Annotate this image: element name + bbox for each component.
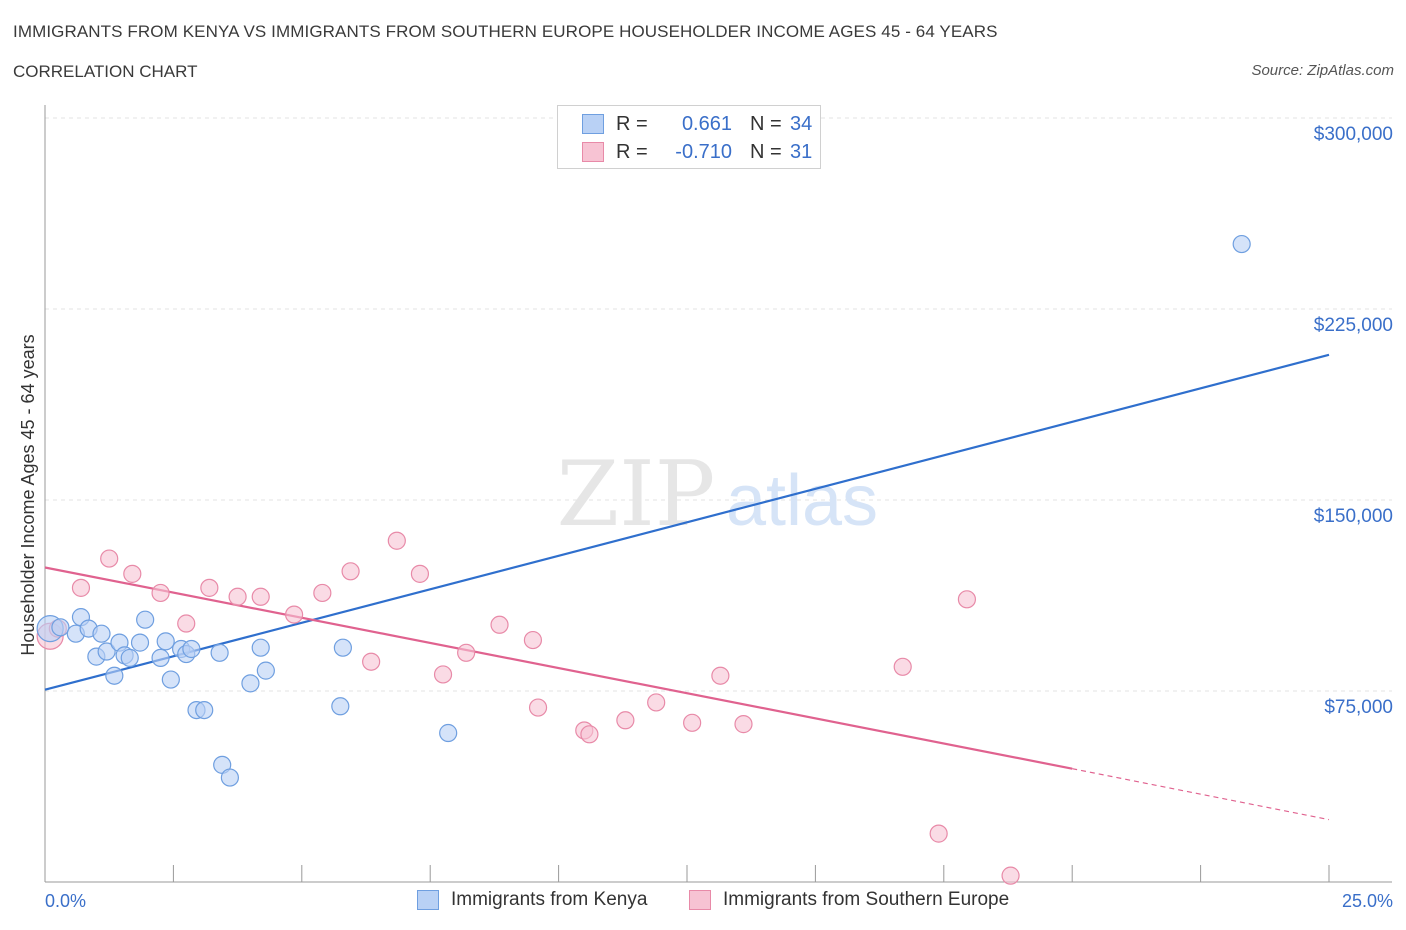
europe-point — [228, 587, 247, 606]
europe-point — [151, 583, 170, 603]
kenya-point — [195, 700, 214, 720]
europe-r-value: -0.710 — [675, 140, 732, 163]
kenya-point — [251, 638, 270, 657]
kenya-point — [51, 618, 70, 637]
x-axis-min-label: 0.0% — [45, 891, 87, 911]
kenya-r-value: 0.661 — [681, 112, 732, 135]
grid-lines — [45, 117, 1392, 692]
legend-europe-swatch — [689, 890, 711, 910]
europe-trend-extension — [1072, 768, 1330, 821]
kenya-r-label: R = — [616, 112, 648, 135]
europe-point — [341, 562, 360, 581]
legend-item-kenya: Immigrants from Kenya — [417, 889, 647, 911]
kenya-point — [220, 768, 239, 787]
europe-point — [1001, 866, 1020, 885]
trend-lines — [44, 353, 1330, 821]
europe-n-value: 31 — [790, 140, 813, 163]
europe-point — [387, 531, 406, 550]
europe-trend-line — [44, 566, 1073, 770]
kenya-point — [105, 666, 124, 685]
kenya-point — [256, 661, 275, 680]
kenya-point — [161, 670, 180, 689]
kenya-point — [1232, 234, 1251, 254]
kenya-n-value: 34 — [790, 112, 813, 135]
legend-item-europe: Immigrants from Southern Europe — [689, 889, 1009, 911]
axes — [44, 105, 1392, 883]
kenya-trend-line — [44, 353, 1330, 691]
kenya-point — [210, 643, 229, 662]
kenya-point — [331, 697, 350, 716]
europe-point — [616, 711, 635, 730]
chart-title: IMMIGRANTS FROM KENYA VS IMMIGRANTS FROM… — [13, 22, 998, 41]
y-tick-labels: $75,000 $150,000 $225,000 $300,000 — [1314, 124, 1393, 718]
europe-n-label: N = — [750, 140, 782, 163]
y-tick-label: $300,000 — [1314, 124, 1393, 145]
europe-point — [123, 564, 142, 583]
kenya-point — [130, 633, 150, 652]
watermark: ZIP atlas — [557, 442, 878, 547]
europe-r-label: R = — [616, 140, 648, 163]
europe-swatch — [582, 142, 604, 162]
kenya-swatch — [582, 114, 604, 134]
legend-kenya-swatch — [417, 890, 439, 910]
europe-point — [711, 666, 730, 685]
watermark-zip: ZIP — [557, 442, 716, 547]
europe-point — [957, 590, 977, 609]
europe-point — [929, 824, 948, 843]
kenya-point — [156, 632, 175, 651]
europe-point — [490, 615, 509, 634]
y-axis-label: Householder Income Ages 45 - 64 years — [18, 334, 38, 655]
data-points — [36, 234, 1251, 885]
europe-point — [734, 715, 753, 734]
kenya-point — [333, 638, 352, 657]
europe-point — [71, 578, 91, 597]
europe-point — [284, 605, 304, 624]
kenya-point — [151, 648, 170, 667]
europe-point — [177, 614, 196, 633]
europe-point — [683, 713, 702, 732]
stats-legend: R = 0.661 N = 34 R = -0.710 N = 31 — [557, 105, 821, 169]
europe-point — [410, 564, 430, 583]
europe-point — [528, 698, 548, 717]
europe-point — [100, 549, 119, 568]
watermark-atlas: atlas — [726, 461, 878, 541]
europe-point — [433, 665, 453, 684]
kenya-n-label: N = — [750, 112, 782, 135]
stats-row-europe: R = -0.710 N = 31 — [582, 140, 812, 164]
europe-point — [457, 643, 476, 662]
kenya-point — [136, 610, 155, 629]
kenya-point — [120, 648, 139, 667]
y-tick-label: $75,000 — [1324, 697, 1393, 718]
kenya-point — [439, 723, 458, 743]
europe-point — [647, 693, 666, 712]
x-axis-max-label: 25.0% — [1341, 891, 1393, 911]
chart-subtitle: CORRELATION CHART — [13, 62, 198, 81]
europe-point — [313, 583, 332, 603]
legend-europe-label: Immigrants from Southern Europe — [723, 889, 1010, 910]
europe-point — [362, 652, 381, 671]
europe-point — [580, 725, 599, 744]
europe-point — [200, 578, 219, 597]
kenya-point — [92, 624, 111, 643]
y-tick-label: $150,000 — [1314, 506, 1393, 527]
kenya-point — [97, 642, 116, 661]
europe-point — [523, 630, 543, 650]
kenya-point — [182, 639, 201, 659]
source-credit: Source: ZipAtlas.com — [1251, 62, 1394, 79]
y-tick-label: $225,000 — [1314, 315, 1393, 336]
europe-point — [893, 657, 912, 676]
europe-point — [251, 587, 270, 606]
kenya-point — [241, 674, 260, 693]
stats-row-kenya: R = 0.661 N = 34 — [582, 112, 812, 136]
legend-kenya-label: Immigrants from Kenya — [451, 889, 648, 910]
